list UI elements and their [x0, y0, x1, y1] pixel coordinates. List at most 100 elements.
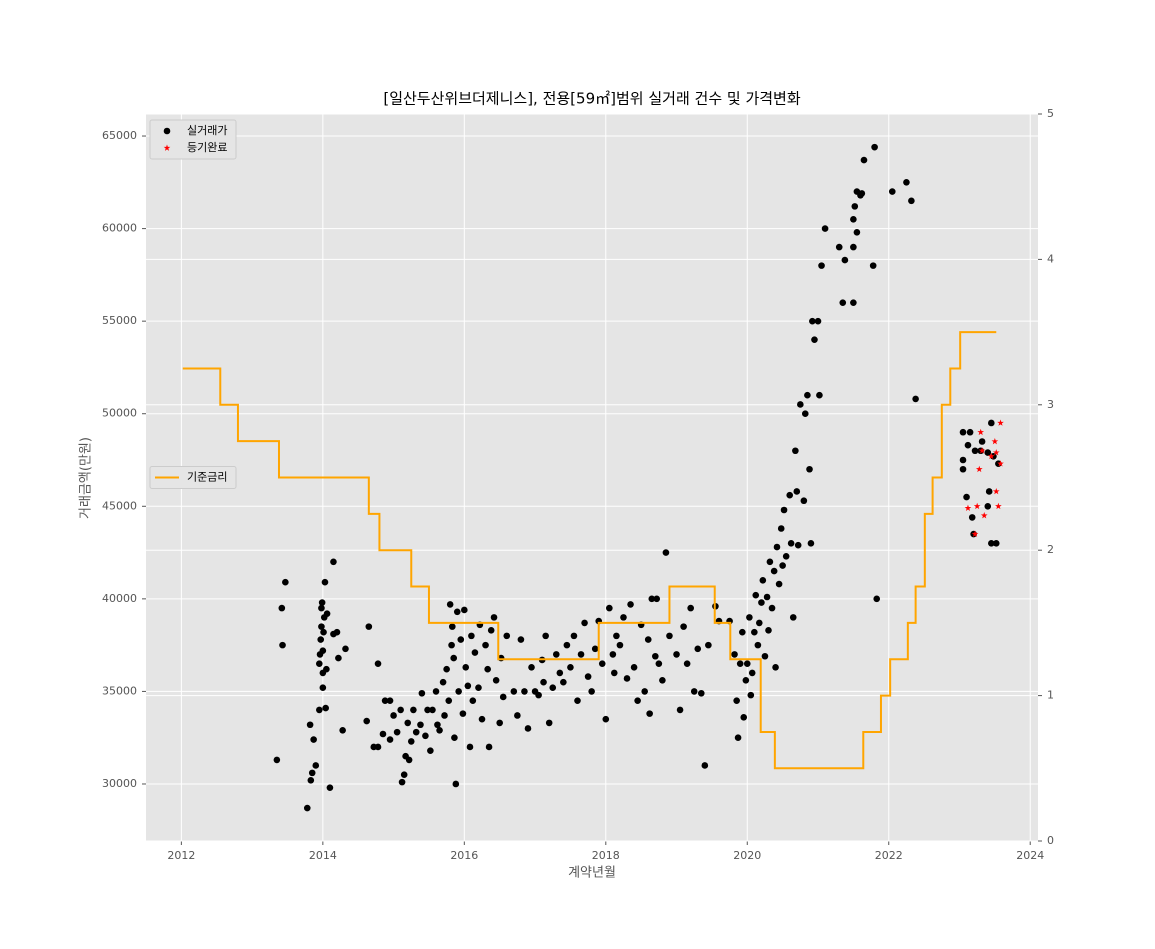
data-point	[734, 734, 742, 741]
data-point	[424, 706, 431, 714]
step-line	[182, 331, 997, 770]
data-point	[772, 664, 779, 671]
data-point	[316, 706, 323, 714]
data-point	[492, 677, 500, 684]
data-point	[342, 645, 349, 653]
data-point	[490, 614, 498, 621]
data-point	[997, 460, 1004, 467]
data-point	[761, 652, 769, 660]
data-point	[514, 712, 521, 719]
data-point	[821, 225, 829, 232]
data-point	[860, 156, 868, 164]
data-point	[646, 710, 653, 717]
data-point	[652, 652, 659, 660]
data-point	[806, 465, 813, 473]
data-point	[521, 688, 528, 695]
data-point	[973, 502, 981, 510]
data-point	[801, 410, 809, 418]
data-point	[598, 660, 606, 667]
data-point	[446, 601, 454, 608]
data-point	[839, 299, 847, 306]
data-point	[835, 243, 843, 251]
data-point	[545, 719, 553, 727]
data-point	[630, 664, 638, 671]
data-point	[782, 552, 790, 560]
data-point	[987, 452, 995, 460]
data-point	[683, 660, 691, 667]
data-point	[510, 688, 518, 695]
data-point	[451, 734, 458, 741]
data-point	[763, 593, 771, 601]
legend-swatch	[163, 144, 171, 151]
data-point	[673, 651, 680, 658]
data-point	[468, 632, 475, 640]
y2-tick-label: 4	[1047, 252, 1054, 265]
data-point	[499, 693, 507, 701]
data-point	[641, 688, 648, 695]
y2-tick-label: 1	[1047, 689, 1054, 702]
data-point	[363, 717, 371, 725]
x-tick-label: 2018	[592, 849, 620, 862]
data-point	[381, 697, 389, 704]
data-point	[653, 595, 661, 603]
data-point	[807, 540, 815, 547]
data-point	[985, 488, 993, 495]
data-point	[282, 578, 289, 586]
data-point	[701, 762, 709, 769]
data-point	[765, 627, 772, 634]
data-point	[655, 660, 663, 667]
data-point	[461, 606, 468, 614]
data-point	[591, 645, 599, 653]
data-point	[705, 641, 712, 649]
data-point	[602, 715, 610, 723]
data-point	[485, 743, 493, 751]
data-point	[560, 678, 567, 686]
y-tick-label: 60000	[102, 222, 137, 235]
grid: 2012 2014 2016 2018 2020 2022 2024300003500040…	[102, 107, 1054, 862]
data-point	[903, 179, 910, 186]
y-tick-label: 45000	[102, 499, 137, 512]
data-point	[853, 228, 861, 236]
data-point	[417, 721, 424, 729]
data-point	[318, 604, 325, 612]
data-point	[804, 391, 811, 399]
legend-label: 등기완료	[187, 141, 227, 154]
data-point	[644, 636, 652, 643]
data-point	[441, 712, 448, 719]
legend-swatch	[163, 127, 171, 135]
data-point	[733, 697, 740, 704]
data-point	[959, 428, 967, 436]
data-point	[610, 669, 618, 677]
data-point	[457, 636, 465, 643]
data-point	[850, 216, 857, 223]
data-point	[871, 143, 878, 151]
x-tick-label: 2016	[450, 849, 478, 862]
data-point	[404, 719, 412, 727]
data-point	[588, 688, 595, 695]
data-point	[786, 491, 794, 499]
data-point	[462, 664, 470, 671]
data-point	[496, 719, 503, 727]
y-axis-label: 거래금액(만원)	[79, 437, 94, 519]
data-point	[869, 262, 877, 269]
data-point	[984, 449, 992, 456]
data-point	[964, 504, 972, 511]
data-point	[386, 697, 394, 704]
data-point	[318, 623, 325, 630]
data-point	[471, 649, 479, 656]
data-point	[540, 678, 547, 686]
data-point	[743, 660, 751, 667]
data-point	[307, 776, 315, 784]
data-point	[310, 736, 317, 743]
data-point	[775, 580, 783, 588]
data-point	[333, 628, 341, 636]
data-point	[390, 712, 397, 719]
legend-label: 실거래가	[187, 124, 227, 137]
data-point	[584, 673, 592, 680]
data-point	[968, 514, 976, 521]
data-point	[988, 419, 995, 427]
data-point	[746, 614, 753, 621]
data-point	[873, 595, 881, 603]
data-point	[912, 395, 919, 403]
